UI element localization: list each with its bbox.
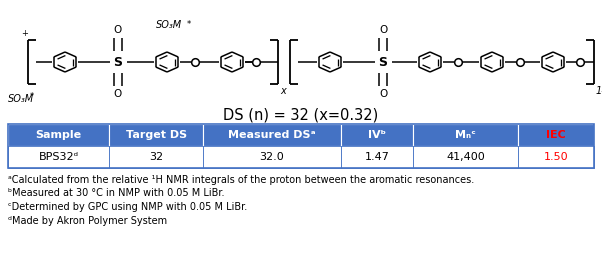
FancyBboxPatch shape bbox=[203, 124, 341, 146]
Text: Target DS: Target DS bbox=[126, 130, 187, 140]
Text: 32: 32 bbox=[149, 152, 163, 162]
Text: ᵇMeasured at 30 °C in NMP with 0.05 M LiBr.: ᵇMeasured at 30 °C in NMP with 0.05 M Li… bbox=[8, 189, 225, 198]
Text: 41,400: 41,400 bbox=[446, 152, 485, 162]
Text: *: * bbox=[187, 20, 191, 29]
Text: O: O bbox=[379, 25, 387, 35]
Text: Sample: Sample bbox=[36, 130, 82, 140]
FancyBboxPatch shape bbox=[203, 146, 341, 168]
Text: O: O bbox=[379, 89, 387, 99]
Text: ᶜDetermined by GPC using NMP with 0.05 M LiBr.: ᶜDetermined by GPC using NMP with 0.05 M… bbox=[8, 202, 247, 212]
Text: 32.0: 32.0 bbox=[259, 152, 284, 162]
FancyBboxPatch shape bbox=[518, 146, 594, 168]
Text: ᵈMade by Akron Polymer System: ᵈMade by Akron Polymer System bbox=[8, 215, 167, 226]
Text: DS (n) = 32 (x=0.32): DS (n) = 32 (x=0.32) bbox=[223, 108, 379, 123]
FancyBboxPatch shape bbox=[110, 146, 203, 168]
FancyBboxPatch shape bbox=[341, 146, 413, 168]
Text: O: O bbox=[114, 25, 122, 35]
Text: SO₃M: SO₃M bbox=[8, 94, 34, 104]
FancyBboxPatch shape bbox=[413, 146, 518, 168]
FancyBboxPatch shape bbox=[8, 124, 110, 146]
Text: +: + bbox=[22, 29, 28, 38]
Text: 1-x: 1-x bbox=[596, 86, 602, 96]
Text: ᵃCalculated from the relative ¹H NMR integrals of the proton between the aromati: ᵃCalculated from the relative ¹H NMR int… bbox=[8, 175, 474, 185]
Text: IEC: IEC bbox=[546, 130, 566, 140]
Text: x: x bbox=[280, 86, 286, 96]
FancyBboxPatch shape bbox=[518, 124, 594, 146]
FancyBboxPatch shape bbox=[413, 124, 518, 146]
Text: 1.50: 1.50 bbox=[544, 152, 568, 162]
FancyBboxPatch shape bbox=[8, 146, 110, 168]
Text: SO₃M: SO₃M bbox=[156, 20, 182, 30]
Text: 1.47: 1.47 bbox=[365, 152, 389, 162]
Text: *: * bbox=[30, 92, 34, 101]
Text: S: S bbox=[379, 56, 388, 69]
Text: Measured DSᵃ: Measured DSᵃ bbox=[228, 130, 316, 140]
Text: S: S bbox=[114, 56, 122, 69]
Text: IVᵇ: IVᵇ bbox=[368, 130, 386, 140]
Text: Mₙᶜ: Mₙᶜ bbox=[455, 130, 476, 140]
Text: BPS32ᵈ: BPS32ᵈ bbox=[39, 152, 79, 162]
Text: O: O bbox=[114, 89, 122, 99]
FancyBboxPatch shape bbox=[110, 124, 203, 146]
FancyBboxPatch shape bbox=[341, 124, 413, 146]
